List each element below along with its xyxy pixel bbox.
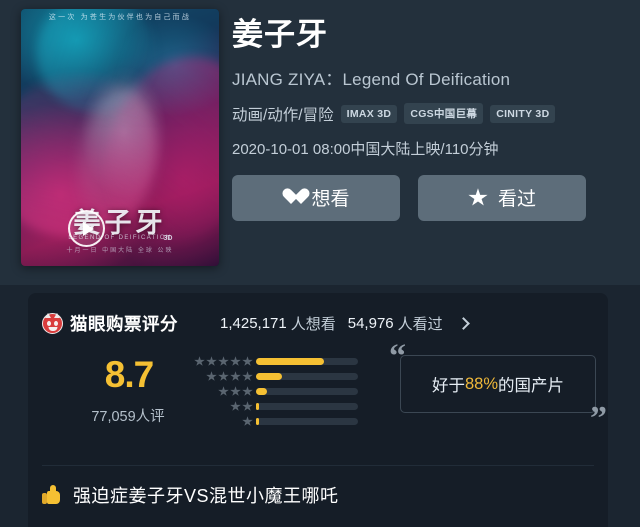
format-badge-imax: IMAX 3D [340,104,398,123]
histogram-row [194,400,358,413]
play-icon[interactable] [68,210,105,247]
histogram-row [194,415,358,428]
star-icon [218,356,229,366]
format-badge-cgs: CGS中国巨幕 [404,103,484,125]
star-rating-3 [194,386,256,397]
histogram-row [194,370,358,383]
star-icon [468,188,488,206]
histogram-fill [256,373,282,380]
release-info: 2020-10-01 08:00中国大陆上映/110分钟 [232,140,499,158]
star-icon [242,386,253,396]
want-count: 1,425,171 [220,314,287,332]
star-icon [230,371,241,381]
star-icon [218,386,229,396]
chevron-right-icon[interactable] [456,316,470,330]
cat-eye-right [54,320,58,326]
histogram-fill [256,388,268,395]
star-icon [194,356,205,366]
section-divider [42,465,594,466]
histogram-track [256,388,358,395]
recommend-row[interactable]: 强迫症姜子牙VS混世小魔王哪吒 [42,475,594,515]
quote-suffix: 的国产片 [498,377,565,395]
action-buttons: 想看 看过 [232,174,632,221]
star-icon [242,401,253,411]
want-count-label: 人想看 [290,315,336,333]
rating-brand-label: 猫眼购票评分 [70,313,178,334]
histogram-track [256,358,358,365]
star-rating-2 [194,401,256,412]
watched-button[interactable]: 看过 [418,174,586,221]
score-area: 8.7 77,059人评 [28,349,368,459]
poster-artwork [21,9,219,266]
star-icon [206,371,217,381]
genre-label: 动画/动作/冒险 [232,106,334,124]
cat-ear-right [54,312,60,318]
thumbs-up-icon [42,485,62,505]
heart-icon [282,189,301,207]
histogram-fill [256,418,259,425]
thumb-pad [47,491,60,504]
star-rating-5 [194,356,256,367]
poster-tagline: 这一次 为苍生为伙伴也为自己而战 [48,14,192,21]
play-triangle [82,221,94,236]
quote-close-icon: ” [590,400,607,437]
poster-credits: 十月一日 中国大陆 全球 公映 [66,248,174,254]
star-icon [230,401,241,411]
page-title: 姜子牙 [232,17,328,52]
format-badge-cinity: CINITY 3D [490,104,556,123]
thumb-up-part [50,485,56,494]
watched-label: 看过 [497,189,536,211]
cat-ear-left [45,312,51,318]
histogram-track [256,373,358,380]
comparison-quote-text: 好于 88% 的国产片 [401,356,595,412]
histogram-fill [256,358,325,365]
poster-3d-badge: 3D [163,235,173,242]
score-value: 8.7 [104,354,154,395]
movie-title-en: JIANG ZIYA：Legend Of Deification [232,69,511,89]
quote-prefix: 好于 [431,377,465,395]
hero-section: 这一次 为苍生为伙伴也为自己而战 姜子牙 LEGEND OF DEIFICATI… [0,0,640,285]
movie-info: 姜子牙 JIANG ZIYA：Legend Of Deification 动画/… [232,17,632,221]
star-icon [230,356,241,366]
cat-mouth [48,326,57,331]
histogram-fill [256,403,259,410]
movie-poster[interactable]: 这一次 为苍生为伙伴也为自己而战 姜子牙 LEGEND OF DEIFICATI… [21,9,219,266]
histogram-row [194,385,358,398]
rating-card: 猫眼购票评分 1,425,171 人想看 54,976 人看过 8.7 77,0… [28,293,608,527]
star-icon [242,371,253,381]
rating-histogram [194,355,358,430]
histogram-row [194,355,358,368]
maoyan-cat-icon [42,312,63,334]
score-count: 77,059人评 [91,409,165,425]
want-to-watch-button[interactable]: 想看 [232,174,400,221]
histogram-track [256,403,358,410]
star-icon [242,416,253,426]
star-icon [242,356,253,366]
recommend-text: 强迫症姜子牙VS混世小魔王哪吒 [73,486,339,506]
star-icon [230,386,241,396]
star-icon [218,371,229,381]
cat-eye-left [47,320,51,326]
poster-title-en: LEGEND OF DEIFICATION [68,235,172,241]
watched-count-label: 人看过 [397,315,443,333]
star-rating-1 [194,416,256,427]
quote-open-icon: “ [389,338,406,375]
want-to-watch-label: 想看 [311,189,350,211]
histogram-track [256,418,358,425]
star-icon [206,356,217,366]
quote-percent: 88% [464,374,499,393]
thumb-cuff [42,493,47,504]
watched-count: 54,976 [347,314,394,332]
comparison-quote-box: “ 好于 88% 的国产片 ” [389,340,607,436]
genre-row: 动画/动作/冒险 IMAX 3D CGS中国巨幕 CINITY 3D [232,103,632,125]
rating-card-header[interactable]: 猫眼购票评分 1,425,171 人想看 54,976 人看过 [42,305,594,341]
audience-counts: 1,425,171 人想看 54,976 人看过 [220,313,470,334]
star-rating-4 [194,371,256,382]
